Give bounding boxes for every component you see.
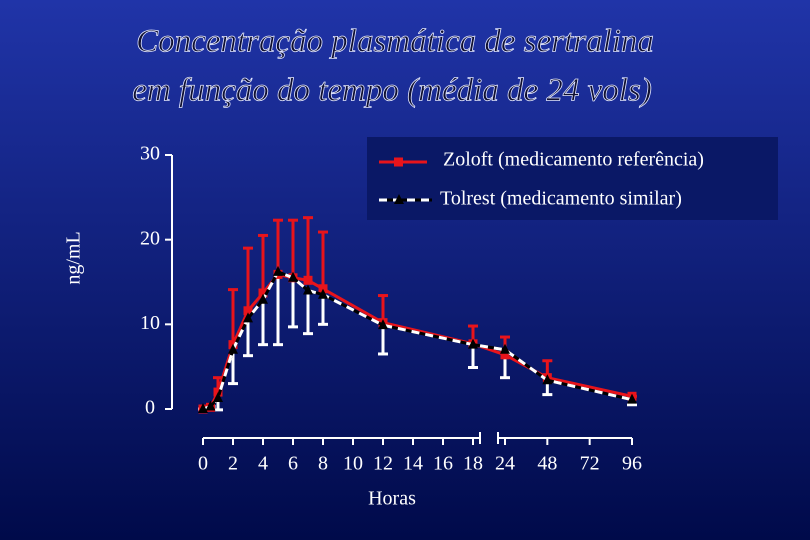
marker bbox=[303, 284, 313, 295]
marker bbox=[213, 391, 223, 402]
error-bar bbox=[288, 218, 298, 278]
x-tick-label: 12 bbox=[373, 453, 393, 475]
error-bar bbox=[378, 325, 388, 356]
y-tick-label: 30 bbox=[140, 143, 160, 165]
x-tick-label: 72 bbox=[580, 453, 600, 475]
error-bar bbox=[318, 230, 328, 289]
chart-title: Concentração plasmática de sertralina bbox=[136, 24, 654, 60]
error-bar bbox=[303, 216, 313, 281]
marker bbox=[273, 265, 283, 276]
x-tick-label: 8 bbox=[318, 453, 328, 475]
x-tick-label: 4 bbox=[258, 453, 268, 475]
y-axis-label: ng/mL bbox=[63, 231, 85, 284]
marker bbox=[468, 338, 478, 349]
marker bbox=[500, 350, 510, 360]
x-tick-label: 2 bbox=[228, 453, 238, 475]
marker bbox=[258, 293, 268, 304]
legend-label: Tolrest (medicamento similar) bbox=[440, 188, 682, 210]
x-tick-label: 0 bbox=[198, 453, 208, 475]
legend-box bbox=[367, 137, 778, 220]
error-bar bbox=[258, 299, 268, 347]
error-bar bbox=[318, 294, 328, 326]
x-tick-label: 16 bbox=[433, 453, 453, 475]
y-tick-label: 0 bbox=[145, 397, 155, 419]
x-tick-label: 24 bbox=[495, 453, 515, 475]
legend-label: Zoloft (medicamento referência) bbox=[443, 149, 704, 171]
error-bar bbox=[258, 233, 268, 294]
error-bar bbox=[228, 349, 238, 386]
error-bar bbox=[228, 288, 238, 345]
x-tick-label: 48 bbox=[537, 453, 557, 475]
marker bbox=[243, 306, 253, 316]
marker bbox=[243, 312, 253, 323]
x-tick-label: 6 bbox=[288, 453, 298, 475]
x-tick-label: 14 bbox=[403, 453, 423, 475]
x-tick-label: 10 bbox=[343, 453, 363, 475]
error-bar bbox=[303, 290, 313, 336]
marker bbox=[627, 393, 637, 404]
y-tick-label: 20 bbox=[140, 227, 160, 249]
marker bbox=[228, 343, 238, 354]
error-bar bbox=[288, 277, 298, 329]
error-bar bbox=[243, 318, 253, 358]
x-axis-label: Horas bbox=[368, 488, 416, 510]
marker bbox=[303, 275, 313, 285]
marker bbox=[198, 403, 208, 413]
error-bar bbox=[273, 218, 283, 275]
marker bbox=[288, 271, 298, 282]
error-bar bbox=[378, 294, 388, 323]
x-tick-label: 96 bbox=[622, 453, 642, 475]
marker bbox=[378, 319, 388, 330]
x-tick-label: 18 bbox=[463, 453, 483, 475]
marker bbox=[318, 288, 328, 299]
legend-marker bbox=[394, 194, 404, 204]
marker bbox=[500, 343, 510, 354]
y-tick-label: 10 bbox=[140, 312, 160, 334]
marker bbox=[205, 400, 216, 411]
legend-marker bbox=[394, 157, 403, 167]
chart-title: em função do tempo (média de 24 vols) bbox=[132, 73, 652, 109]
marker bbox=[258, 288, 268, 298]
error-bar bbox=[243, 246, 253, 311]
marker bbox=[542, 374, 553, 385]
series-line-dash bbox=[202, 269, 633, 411]
error-bar bbox=[273, 271, 283, 347]
